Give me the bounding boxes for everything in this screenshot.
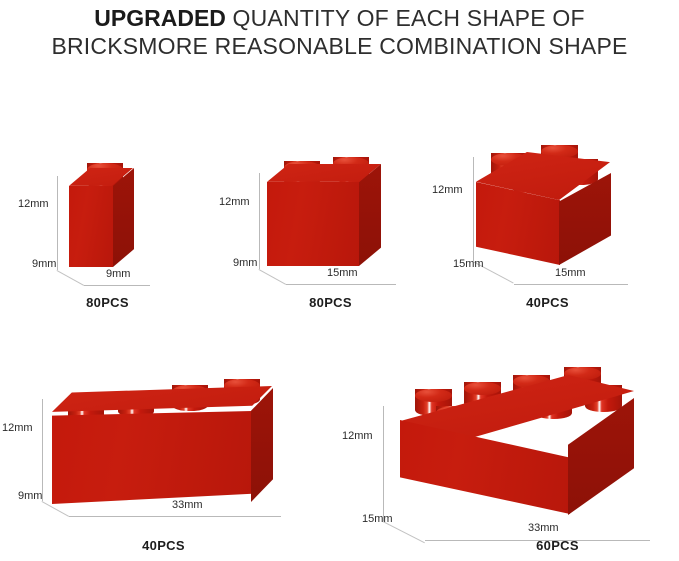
brick-1x2-top-face bbox=[267, 164, 381, 182]
brick-1x2-side-face bbox=[359, 164, 381, 266]
dimension-depth-label-2x4: 15mm bbox=[362, 513, 393, 525]
brick-1x2-front-face bbox=[267, 182, 359, 266]
brick-2x4-side-face bbox=[568, 398, 634, 515]
brick-1x1-top-face bbox=[69, 168, 133, 186]
dimension-width-label-2x4: 33mm bbox=[528, 522, 559, 534]
brick-figure-2x2: 12mm 15mm 15mm bbox=[420, 133, 670, 325]
brick-figure-1x4: 12mm 9mm 33mm bbox=[0, 368, 300, 561]
dimension-width-label-1x2: 15mm bbox=[327, 267, 358, 279]
brick-1x1-illustration: 12mm 9mm 9mm bbox=[0, 140, 210, 290]
brick-1x4-illustration: 12mm 9mm 33mm bbox=[0, 368, 300, 528]
brick-figure-1x2: 12mm 9mm 15mm 80PCS bbox=[205, 140, 435, 325]
dimension-width-label-1x1: 9mm bbox=[106, 268, 131, 280]
brick-2x4-illustration: 12mm 15mm 33mm bbox=[330, 358, 679, 544]
dimension-height-line-1x2 bbox=[259, 173, 260, 269]
dimension-height-label-2x2: 12mm bbox=[432, 184, 463, 196]
stud-cap bbox=[415, 389, 452, 402]
stud-cap bbox=[464, 382, 501, 395]
dimension-depth-line-1x1 bbox=[56, 270, 85, 286]
dimension-height-label-1x4: 12mm bbox=[2, 422, 33, 434]
brick-1x4-front-face bbox=[52, 411, 252, 504]
brick-1x1-quantity: 80PCS bbox=[86, 295, 129, 310]
title-line-1: UPGRADED QUANTITY OF EACH SHAPE OF bbox=[0, 4, 679, 32]
brick-1x1-side-face bbox=[113, 168, 134, 267]
dimension-height-line-2x2 bbox=[473, 157, 474, 261]
dimension-width-line-1x1 bbox=[84, 285, 150, 286]
dimension-width-line-1x4 bbox=[69, 516, 281, 517]
brick-2x2-illustration: 12mm 15mm 15mm bbox=[420, 133, 670, 291]
dimension-width-line-2x2 bbox=[514, 284, 628, 285]
page-title: UPGRADED QUANTITY OF EACH SHAPE OF BRICK… bbox=[0, 4, 679, 60]
dimension-height-label-1x2: 12mm bbox=[219, 196, 250, 208]
title-emphasis-upgraded: UPGRADED bbox=[94, 5, 226, 31]
dimension-height-line-1x4 bbox=[42, 399, 43, 501]
dimension-depth-label-1x1: 9mm bbox=[32, 258, 57, 270]
dimension-depth-label-1x4: 9mm bbox=[18, 490, 43, 502]
dimension-height-line-2x4 bbox=[383, 406, 384, 521]
dimension-depth-line-1x2 bbox=[258, 269, 287, 285]
brick-figure-2x4: 12mm 15mm 33mm bbox=[330, 358, 679, 561]
brick-1x1-front-face bbox=[69, 186, 113, 267]
dimension-width-label-1x4: 33mm bbox=[172, 499, 203, 511]
brick-1x4-quantity: 40PCS bbox=[142, 538, 185, 553]
dimension-height-label-2x4: 12mm bbox=[342, 430, 373, 442]
brick-figure-1x1: 12mm 9mm 9mm 80PCS bbox=[0, 140, 210, 325]
title-line-1-text: QUANTITY OF EACH SHAPE OF bbox=[232, 5, 585, 31]
brick-2x2-quantity: 40PCS bbox=[526, 295, 569, 310]
brick-1x2-illustration: 12mm 9mm 15mm bbox=[205, 140, 435, 290]
brick-2x4-front-face bbox=[400, 420, 570, 514]
dimension-depth-label-2x2: 15mm bbox=[453, 258, 484, 270]
stud-cap bbox=[541, 145, 578, 158]
brick-1x4-side-face bbox=[251, 388, 273, 502]
dimension-width-line-1x2 bbox=[286, 284, 396, 285]
dimension-depth-label-1x2: 9mm bbox=[233, 257, 258, 269]
title-line-2: BRICKSMORE REASONABLE COMBINATION SHAPE bbox=[51, 33, 628, 59]
dimension-width-label-2x2: 15mm bbox=[555, 267, 586, 279]
dimension-width-line-2x4 bbox=[425, 540, 650, 541]
brick-2x4-quantity: 60PCS bbox=[536, 538, 579, 553]
brick-1x2-quantity: 80PCS bbox=[309, 295, 352, 310]
dimension-height-line-1x1 bbox=[57, 176, 58, 270]
dimension-height-label-1x1: 12mm bbox=[18, 198, 49, 210]
